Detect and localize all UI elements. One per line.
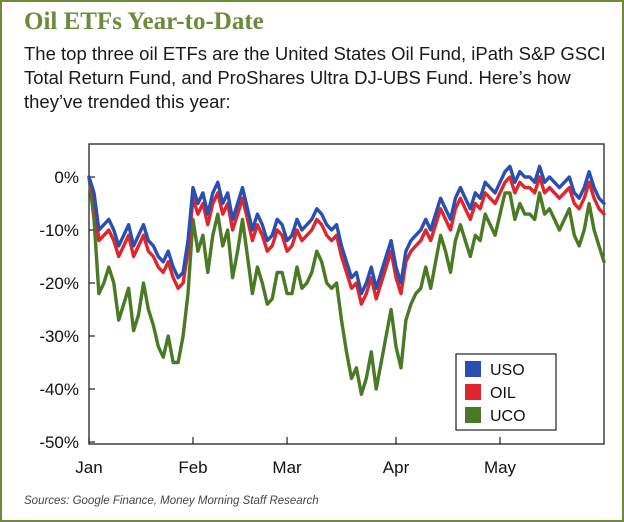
y-tick-label: -40% [39,380,79,399]
legend-swatch-uco [465,407,481,423]
y-tick-label: -10% [39,221,79,240]
legend-label-uso: USO [490,362,525,379]
legend-swatch-uso [465,361,481,377]
page-subtitle: The top three oil ETFs are the United St… [24,43,606,112]
page-title: Oil ETFs Year-to-Date [24,8,264,35]
y-tick-label: -30% [39,327,79,346]
series-line-oil [87,175,606,306]
x-tick-label: Feb [178,458,207,477]
legend-label-oil: OIL [490,385,516,402]
chart-legend: USO OIL UCO [455,353,557,431]
x-tick-label: Mar [272,458,302,477]
y-tick-label: -20% [39,274,79,293]
y-tick-label: -50% [39,433,79,452]
series-line-uso [87,164,606,296]
x-axis: Jan Feb Mar Apr May [75,437,517,477]
source-note: Sources: Google Finance, Money Morning S… [24,495,319,507]
x-tick-label: May [484,458,517,477]
plot-area [88,143,605,445]
legend-swatch-oil [465,384,481,400]
legend-label-uco: UCO [490,408,526,425]
y-axis: 0% -10% -20% -30% -40% -50% [39,168,95,452]
y-tick-label: 0% [54,168,79,187]
series-line-uco [87,175,606,396]
x-tick-label: Jan [75,458,102,477]
series-lines [87,164,606,396]
plot-border [88,143,605,445]
x-tick-label: Apr [383,458,410,477]
